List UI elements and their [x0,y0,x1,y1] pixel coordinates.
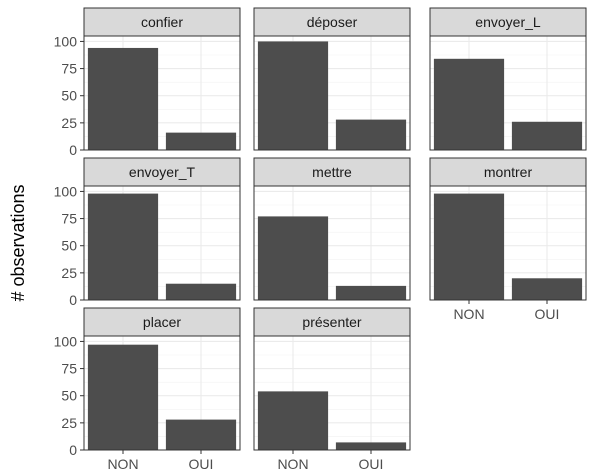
bar-oui [335,285,407,300]
y-tick-label: 100 [54,183,78,199]
facet-strip [83,307,241,337]
facet-strip-label: envoyer_L [475,14,541,30]
facet-présenter: présenter NON OUI [253,307,411,469]
y-tick-label: 0 [69,442,77,458]
bar-non [433,193,505,300]
y-axis-title: # observations [8,184,28,301]
panel-border [83,185,241,301]
y-tick-label: 25 [61,265,77,281]
y-tick-label: 25 [61,115,77,131]
facet-déposer: déposer [253,7,411,151]
bar-non [87,344,159,450]
y-tick-label: 75 [61,61,77,77]
bar-oui [165,419,237,450]
y-tick-label: 75 [61,211,77,227]
y-tick-label: 0 [69,142,77,158]
facet-strip-label: déposer [307,14,358,30]
bar-non [87,193,159,300]
y-tick-label: 100 [54,333,78,349]
panel-border [253,335,411,451]
x-tick-label: NON [107,456,138,469]
facet-strip-label: placer [143,314,181,330]
panel-border [253,35,411,151]
y-tick-label: 50 [61,388,77,404]
panel-border [429,185,587,301]
bar-non [257,41,329,150]
bar-oui [165,132,237,150]
bar-non [257,391,329,450]
facet-panels: confier 0 25 50 75 100 déposer envoyer_Lenvoyer… [54,7,587,469]
panel-border [83,35,241,151]
x-tick-label: NON [277,456,308,469]
facet-montrer: montrer NON OUI [429,157,587,322]
facet-strip-label: confier [141,14,183,30]
panel-border [429,35,587,151]
bar-non [433,58,505,150]
facet-envoyer_T: envoyer_T 0 25 50 75 100 [54,157,241,308]
bar-oui [511,278,583,300]
x-tick-label: OUI [359,456,384,469]
facet-strip [83,7,241,37]
x-tick-label: OUI [189,456,214,469]
facet-confier: confier 0 25 50 75 100 [54,7,241,158]
y-tick-label: 100 [54,33,78,49]
bar-non [87,47,159,150]
bar-oui [335,119,407,150]
bar-oui [511,121,583,150]
panel-border [253,185,411,301]
bar-oui [165,283,237,300]
facet-strip-label: mettre [312,164,352,180]
y-tick-label: 0 [69,292,77,308]
y-tick-label: 50 [61,88,77,104]
panel-border [83,335,241,451]
facet-placer: placer 0 25 50 75 100 NON OUI [54,307,241,469]
facet-strip [429,7,587,37]
facet-strip [253,157,411,187]
facet-strip-label: montrer [484,164,533,180]
y-tick-label: 50 [61,238,77,254]
facet-mettre: mettre [253,157,411,301]
facet-envoyer_L: envoyer_L [429,7,587,151]
x-tick-label: NON [453,306,484,322]
y-tick-label: 25 [61,415,77,431]
facet-strip [429,157,587,187]
x-tick-label: OUI [535,306,560,322]
y-tick-label: 75 [61,361,77,377]
facet-strip-label: présenter [302,314,361,330]
bar-oui [335,442,407,450]
facet-strip-label: envoyer_T [129,164,196,180]
bar-non [257,216,329,300]
